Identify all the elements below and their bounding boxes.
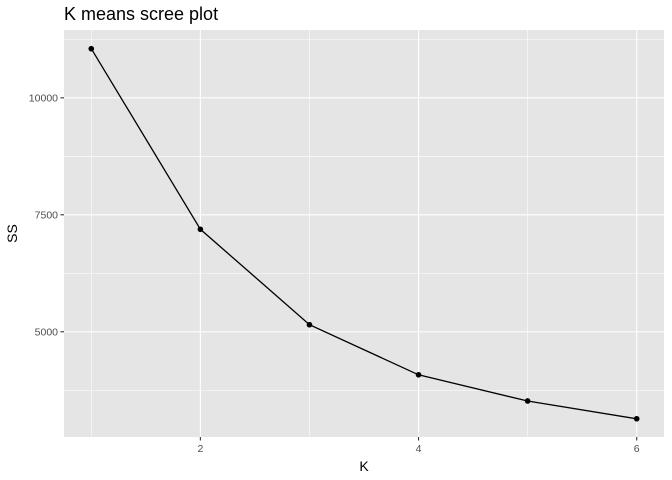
x-tick-label: 6 — [634, 443, 640, 455]
x-axis-title: K — [359, 458, 369, 474]
y-axis-ticks: 5000 7500 10000 — [29, 93, 64, 338]
major-gridlines — [64, 30, 664, 437]
y-tick-label: 7500 — [35, 209, 59, 221]
x-tick-label: 2 — [197, 443, 203, 455]
data-point — [415, 371, 422, 378]
y-tick-label: 10000 — [29, 93, 58, 105]
data-point — [633, 415, 640, 422]
chart-title: K means scree plot — [64, 4, 219, 24]
data-point — [88, 45, 95, 52]
series-line — [90, 48, 637, 420]
plot-panel — [64, 30, 664, 437]
y-tick-label: 5000 — [35, 326, 59, 338]
minor-gridlines — [64, 30, 664, 437]
data-point — [306, 321, 313, 328]
x-axis-ticks: 2 4 6 — [197, 437, 640, 455]
x-tick-label: 4 — [416, 443, 422, 455]
series-ss — [88, 45, 640, 422]
data-point — [197, 226, 204, 233]
data-point — [524, 398, 531, 404]
y-axis-title: SS — [4, 224, 20, 243]
